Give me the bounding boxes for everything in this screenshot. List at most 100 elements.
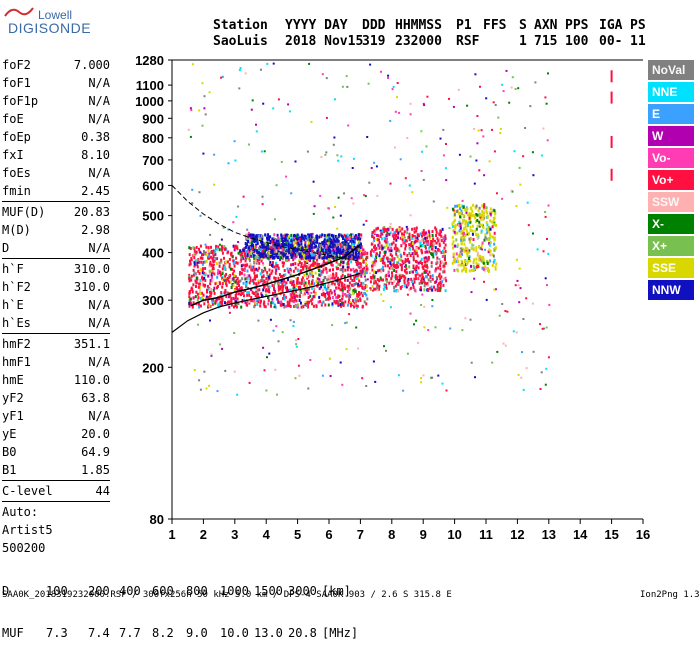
echo-mark bbox=[289, 273, 292, 277]
echo-mark bbox=[319, 299, 322, 303]
echo-mark bbox=[453, 225, 456, 228]
param-value: 310.0 bbox=[73, 262, 110, 276]
echo-mark bbox=[493, 248, 496, 252]
echo-mark bbox=[458, 224, 460, 228]
echo-mark bbox=[406, 227, 409, 231]
echo-mark bbox=[344, 240, 347, 244]
echo-mark bbox=[441, 260, 444, 264]
echo-mark bbox=[406, 231, 409, 235]
legend-item-w: W bbox=[648, 126, 694, 146]
table-cell: 800 bbox=[186, 584, 208, 598]
echo-mark bbox=[197, 285, 200, 289]
echo-mark bbox=[443, 264, 446, 268]
echo-mark bbox=[415, 266, 418, 270]
echo-mark bbox=[288, 240, 291, 244]
divider bbox=[2, 201, 110, 202]
echo-mark bbox=[427, 278, 430, 282]
echo-mark bbox=[375, 271, 378, 275]
echo-mark bbox=[363, 266, 366, 270]
echo-mark bbox=[486, 215, 489, 219]
echo-mark bbox=[208, 269, 211, 273]
echo-mark bbox=[244, 246, 247, 249]
echo-mark bbox=[375, 227, 378, 231]
header-value: 1 bbox=[519, 34, 527, 49]
echo-mark bbox=[337, 294, 340, 298]
echo-mark bbox=[233, 305, 235, 309]
echo-mark bbox=[358, 261, 361, 265]
noise-mark bbox=[373, 161, 376, 164]
echo-mark bbox=[307, 281, 310, 285]
echo-mark bbox=[483, 238, 486, 242]
noise-mark bbox=[496, 192, 498, 195]
echo-mark bbox=[269, 235, 272, 239]
echo-mark bbox=[408, 265, 411, 269]
noise-mark bbox=[541, 327, 544, 330]
echo-mark bbox=[318, 287, 321, 291]
noise-mark bbox=[545, 102, 548, 105]
echo-mark bbox=[486, 211, 488, 215]
noise-mark bbox=[369, 272, 371, 275]
echo-mark bbox=[392, 234, 395, 238]
echo-mark bbox=[317, 247, 320, 251]
noise-mark bbox=[239, 67, 242, 70]
x-tick-label: 10 bbox=[447, 527, 461, 542]
noise-mark bbox=[328, 357, 331, 360]
echo-mark bbox=[481, 241, 484, 245]
echo-mark bbox=[274, 290, 277, 293]
echo-mark bbox=[306, 235, 309, 239]
param-row: yE 20.0 bbox=[2, 425, 110, 443]
echo-mark bbox=[385, 273, 388, 277]
echo-mark bbox=[429, 275, 432, 279]
echo-mark bbox=[314, 261, 317, 265]
echo-mark bbox=[429, 279, 432, 283]
echo-mark bbox=[308, 263, 310, 267]
echo-mark bbox=[245, 250, 248, 253]
header-label: YYYY DAY bbox=[285, 18, 348, 33]
echo-mark bbox=[320, 293, 323, 297]
echo-mark bbox=[389, 231, 392, 235]
echo-mark bbox=[256, 295, 259, 299]
echo-mark bbox=[303, 273, 306, 277]
echo-mark bbox=[279, 279, 282, 283]
echo-mark bbox=[345, 251, 348, 255]
echo-mark bbox=[302, 255, 305, 259]
echo-mark bbox=[307, 251, 310, 255]
echo-mark bbox=[306, 238, 309, 242]
echo-mark bbox=[219, 273, 222, 277]
noise-mark bbox=[233, 332, 236, 334]
echo-mark bbox=[439, 277, 442, 281]
echo-mark bbox=[263, 252, 266, 256]
echo-mark bbox=[306, 259, 308, 263]
echo-mark bbox=[378, 268, 381, 272]
echo-mark bbox=[395, 289, 397, 293]
echo-mark bbox=[320, 270, 323, 274]
echo-mark bbox=[208, 252, 211, 256]
echo-mark bbox=[371, 260, 374, 264]
echo-mark bbox=[360, 256, 363, 260]
echo-mark bbox=[352, 292, 355, 296]
echo-mark bbox=[256, 242, 259, 246]
echo-mark bbox=[285, 259, 288, 263]
param-key: foEp bbox=[2, 130, 31, 144]
noise-mark bbox=[506, 310, 509, 313]
echo-mark bbox=[391, 281, 394, 285]
noise-mark bbox=[205, 387, 208, 390]
echo-mark bbox=[390, 249, 393, 253]
echo-mark bbox=[384, 253, 387, 256]
param-row: D N/A bbox=[2, 239, 110, 257]
noise-mark bbox=[369, 287, 372, 290]
echo-mark bbox=[190, 258, 193, 262]
noise-mark bbox=[199, 214, 202, 217]
echo-mark bbox=[332, 252, 335, 255]
echo-mark bbox=[382, 268, 385, 272]
echo-mark bbox=[286, 300, 289, 304]
noise-mark bbox=[469, 318, 472, 321]
noise-mark bbox=[209, 233, 212, 236]
noise-mark bbox=[191, 188, 194, 191]
echo-mark bbox=[286, 245, 288, 249]
echo-mark bbox=[419, 240, 422, 243]
echo-mark bbox=[333, 282, 336, 286]
echo-mark bbox=[308, 287, 311, 291]
echo-mark bbox=[469, 229, 472, 232]
echo-mark bbox=[286, 303, 289, 307]
